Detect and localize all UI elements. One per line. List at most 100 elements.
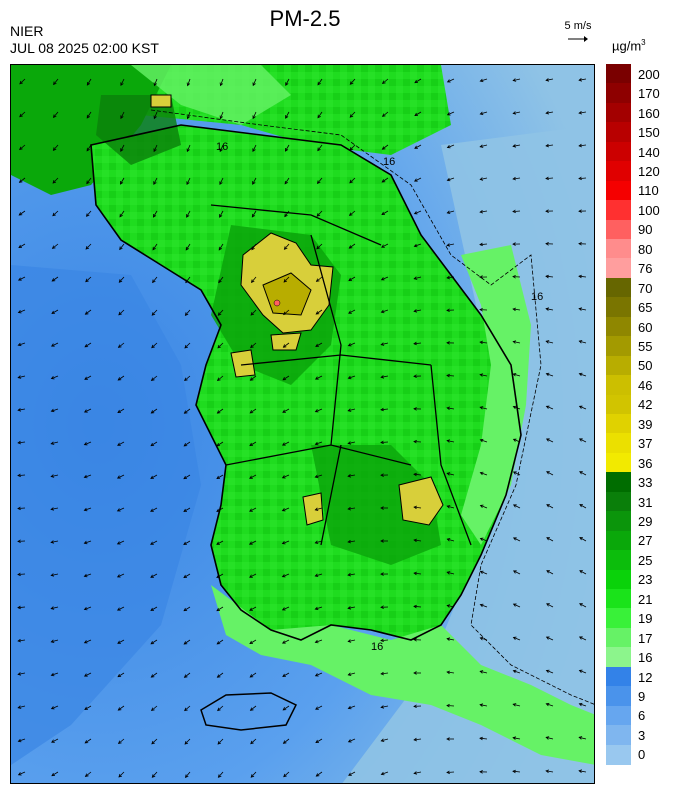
wind-arrow <box>51 771 59 777</box>
wind-arrowhead <box>347 506 352 511</box>
wind-arrowhead <box>150 641 155 645</box>
wind-arrowhead <box>347 441 352 445</box>
wind-arrow <box>151 309 158 316</box>
wind-arrowhead <box>150 607 155 611</box>
wind-arrowhead <box>150 674 155 678</box>
wind-arrow <box>153 111 158 119</box>
wind-arrowhead <box>219 115 223 120</box>
wind-arrow <box>513 504 521 509</box>
wind-arrow <box>315 408 323 413</box>
wind-arrow <box>17 606 26 609</box>
wind-arrowhead <box>446 243 451 247</box>
wind-arrow <box>578 275 587 278</box>
wind-arrowhead <box>219 214 223 218</box>
wind-arrow <box>382 78 389 84</box>
wind-arrow <box>546 471 554 476</box>
wind-arrow <box>285 144 290 152</box>
wind-arrowhead <box>348 245 353 249</box>
wind-arrow <box>117 375 125 381</box>
wind-arrow <box>315 672 323 677</box>
legend-label: 76 <box>638 261 653 277</box>
wind-arrow <box>150 507 158 512</box>
wind-arrow <box>86 210 92 217</box>
wind-arrowhead <box>186 181 190 186</box>
legend-swatch <box>606 394 631 415</box>
wind-arrow <box>252 111 257 119</box>
wind-arrow <box>380 441 389 443</box>
wind-arrowhead <box>50 441 55 445</box>
legend-label: 170 <box>638 86 660 102</box>
wind-arrow <box>86 144 92 152</box>
wind-arrowhead <box>17 572 21 577</box>
wind-arrowhead <box>314 441 319 446</box>
wind-arrow <box>19 144 26 150</box>
wind-arrowhead <box>183 410 188 414</box>
wind-arrowhead <box>183 508 188 512</box>
legend-swatch <box>606 316 631 337</box>
wind-arrowhead <box>479 438 484 443</box>
northeast-light <box>131 65 291 125</box>
wind-arrowhead <box>347 539 352 544</box>
wind-arrow <box>381 375 389 378</box>
wind-arrow <box>51 540 59 543</box>
wind-arrow <box>447 111 455 116</box>
wind-arrowhead <box>380 572 384 576</box>
legend-swatch <box>606 355 631 376</box>
wind-arrow <box>154 78 158 86</box>
wind-arrow <box>186 177 191 185</box>
wind-arrow <box>51 276 59 282</box>
wind-arrow <box>118 738 125 744</box>
wind-arrow <box>187 78 191 86</box>
wind-arrow <box>546 736 554 740</box>
wind-arrowhead <box>314 376 319 380</box>
wind-arrow <box>51 672 59 676</box>
wind-arrowhead <box>446 538 451 542</box>
wind-arrow <box>446 771 455 773</box>
wind-arrowhead <box>578 669 583 673</box>
wind-arrow <box>348 771 356 776</box>
wind-arrow <box>117 540 125 545</box>
wind-arrowhead <box>545 372 550 377</box>
wind-arrowhead <box>381 211 386 216</box>
legend-swatch <box>606 647 631 668</box>
wind-arrowhead <box>380 277 385 281</box>
wind-arrowhead <box>545 702 550 707</box>
pm25-map[interactable]: 16 16 16 16 <box>10 64 595 784</box>
chart-title: PM-2.5 <box>269 6 341 31</box>
wind-arrow <box>282 474 290 479</box>
legend-label: 120 <box>638 163 660 179</box>
wind-arrowhead <box>545 110 550 115</box>
wind-arrow <box>183 540 191 545</box>
legend-label: 29 <box>638 513 653 529</box>
wind-arrow <box>348 342 356 347</box>
wind-arrow <box>85 771 92 777</box>
wind-arrow <box>217 375 224 381</box>
wind-arrowhead <box>83 573 88 578</box>
contour-label: 16 <box>383 156 395 168</box>
map-canvas: 16 16 16 16 <box>11 65 594 783</box>
wind-arrowhead <box>545 78 550 82</box>
wind-arrowhead <box>216 508 220 512</box>
wind-arrow <box>183 639 191 645</box>
wind-arrow <box>513 78 521 81</box>
wind-arrow <box>348 672 356 676</box>
wind-arrowhead <box>315 278 320 282</box>
wind-arrow <box>579 308 587 311</box>
wind-arrow <box>546 78 554 81</box>
wind-arrow <box>18 408 26 411</box>
legend-swatch <box>606 686 631 707</box>
wind-arrowhead <box>85 213 90 217</box>
wind-arrow <box>479 243 488 246</box>
wind-arrowhead <box>579 504 583 508</box>
wind-arrow <box>513 670 521 674</box>
wind-arrowhead <box>512 769 516 774</box>
wind-arrow <box>51 309 59 314</box>
wind-arrow <box>17 507 26 509</box>
wind-arrowhead <box>183 641 188 645</box>
wind-arrowhead <box>216 607 221 612</box>
legend-swatch <box>606 491 631 512</box>
wind-arrowhead <box>120 148 124 152</box>
wind-arrowhead <box>545 438 550 442</box>
wind-arrow <box>546 703 554 707</box>
wind-arrow <box>18 243 26 248</box>
